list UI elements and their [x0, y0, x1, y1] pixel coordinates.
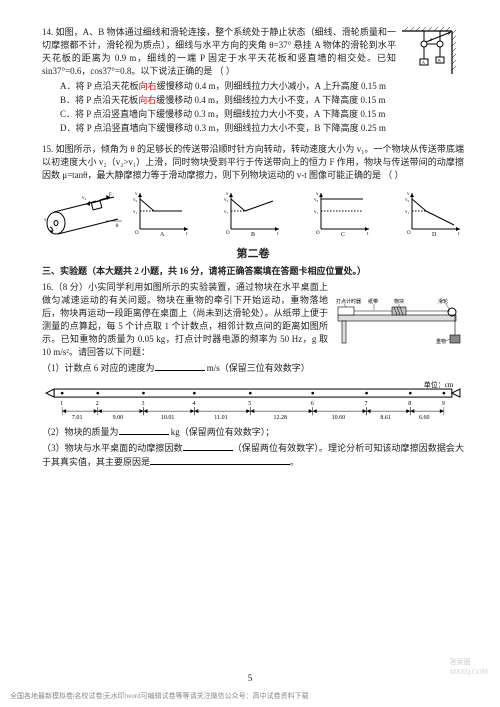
label-B: B [438, 58, 441, 63]
opt-B: B．将 P 点沿天花板向右缓慢移动 0.4 m，则细线拉力大小不变，A 下降高度… [60, 94, 464, 107]
svg-text:7: 7 [365, 401, 368, 407]
vt-graph-A: v₂ v₁ O t v A [132, 189, 192, 237]
q14-stem: 14. 如图，A、B 物体通过细线和滑轮连接，整个系统处于静止状态（细线、滑轮质… [42, 26, 464, 78]
blank-input[interactable] [150, 455, 290, 465]
svg-text:B: B [251, 232, 255, 237]
svg-text:8: 8 [408, 401, 411, 407]
svg-text:v₂: v₂ [133, 198, 138, 203]
svg-text:v: v [407, 192, 410, 197]
svg-text:v₁: v₁ [314, 210, 319, 215]
question-14: A B P θ 14. 如图，A、B 物体通过细线和滑轮连接，整个系统处于静止状… [42, 26, 464, 135]
watermark: 答案圈MXEQ.COM [450, 657, 488, 677]
svg-text:10.01: 10.01 [161, 415, 175, 421]
svg-text:F: F [109, 193, 112, 198]
svg-text:打点计时器: 打点计时器 [336, 298, 361, 305]
footer-bar: 全国各地最新模拟卷|名校试卷|无水印|word可编辑试卷等等请关注微信公众号：高… [0, 691, 500, 701]
svg-text:1: 1 [60, 401, 63, 407]
svg-text:v: v [226, 192, 229, 197]
vt-graph-B: v₂ v₁ O t v B [223, 189, 283, 237]
label-theta: θ [430, 37, 432, 42]
svg-text:O: O [407, 231, 411, 236]
q15-figure: v₂ F v₁ θ [42, 191, 124, 239]
svg-text:v₁: v₁ [44, 218, 49, 223]
question-15: 15. 如图所示，倾角为 θ 的足够长的传送带沿顺时针方向转动，转动速度大小为 … [42, 143, 464, 238]
svg-text:v₁: v₁ [405, 210, 410, 215]
svg-text:v₁: v₁ [224, 210, 229, 215]
svg-text:O: O [316, 231, 320, 236]
part2-title: 第二卷 [42, 247, 464, 263]
svg-text:A: A [160, 232, 165, 237]
question-16: 打点计时器 纸带 物块 滑轮 重物 16.（8 分）小实同学利用如图所示的实验装… [42, 281, 464, 470]
q14-options: A．将 P 点沿天花板向右缓慢移动 0.4 m，则细线拉力大小减小，A 上升高度… [60, 80, 464, 135]
svg-text:t: t [277, 232, 279, 237]
svg-text:v: v [135, 192, 138, 197]
blank-input[interactable] [183, 441, 233, 451]
svg-text:D: D [432, 232, 437, 237]
svg-text:t: t [186, 232, 188, 237]
svg-text:9: 9 [442, 401, 445, 407]
vt-graph-D: v₂ v₁ O t v D [404, 189, 464, 237]
svg-text:9.00: 9.00 [113, 415, 124, 421]
page-number: 5 [0, 672, 500, 685]
svg-text:v₁: v₁ [133, 210, 138, 215]
svg-text:t: t [367, 232, 369, 237]
opt-A: A．将 P 点沿天花板向右缓慢移动 0.4 m，则细线拉力大小减小，A 上升高度… [60, 80, 464, 93]
ruler-figure: 单位：cm 1 2 3 4 5 6 7 8 9 7.01 9.00 10.01 11.01 12.28 1… [42, 379, 464, 421]
svg-text:C: C [341, 232, 345, 237]
svg-text:O: O [135, 231, 139, 236]
opt-D: D．将 P 点沿竖直墙向下缓慢移动 0.3 m，则细线拉力大小不变，B 下降高度… [60, 122, 464, 135]
svg-text:5: 5 [248, 401, 251, 407]
svg-text:θ: θ [116, 224, 119, 229]
opt-C: C．将 P 点沿竖直墙向下缓慢移动 0.3 m，则细线拉力大小不变，A 下降高度… [60, 108, 464, 121]
svg-text:t: t [458, 232, 460, 237]
blank-input[interactable] [155, 361, 205, 371]
svg-text:11.01: 11.01 [214, 415, 227, 421]
svg-text:纸带: 纸带 [368, 298, 378, 305]
svg-text:v₂: v₂ [224, 198, 229, 203]
svg-text:v₂: v₂ [314, 198, 319, 203]
q14-figure: A B P θ [402, 26, 464, 74]
footer-left: 全国各地最新模拟卷|名校试卷|无水印|word可编辑试卷等等请关注微信公众号：高… [10, 691, 309, 701]
q16-sub2: （2）物块的质量为 kg（保留两位有效数字）； [42, 425, 464, 439]
q16-apparatus-figure: 打点计时器 纸带 物块 滑轮 重物 [334, 281, 464, 351]
svg-text:2: 2 [96, 401, 99, 407]
blank-input[interactable] [119, 425, 169, 435]
svg-text:7.01: 7.01 [72, 415, 83, 421]
svg-text:6.60: 6.60 [419, 415, 430, 421]
q15-stem: 15. 如图所示，倾角为 θ 的足够长的传送带沿顺时针方向转动，转动速度大小为 … [42, 143, 464, 182]
svg-text:12.28: 12.28 [273, 415, 287, 421]
section3-title: 三、实验题（本大题共 2 小题，共 16 分，请将正确答案填在答题卡相应位置处。… [42, 265, 464, 278]
svg-text:3: 3 [141, 401, 144, 407]
svg-text:滑轮: 滑轮 [438, 298, 448, 305]
svg-text:8.61: 8.61 [380, 415, 391, 421]
red-text: 向右 [138, 95, 156, 105]
svg-text:v: v [316, 192, 319, 197]
svg-text:v₂: v₂ [82, 196, 87, 201]
svg-text:v₂: v₂ [405, 198, 410, 203]
svg-text:O: O [226, 231, 230, 236]
svg-text:物块: 物块 [394, 298, 404, 305]
svg-text:6: 6 [311, 401, 314, 407]
svg-text:4: 4 [192, 401, 195, 407]
vt-graph-C: v₂ v₁ O t v C [313, 189, 373, 237]
q16-sub1: （1）计数点 6 对应的速度为 m/s（保留三位有效数字） [42, 361, 464, 375]
svg-text:重物: 重物 [436, 338, 446, 345]
red-text: 向右 [139, 81, 157, 91]
q16-sub3: （3）物块与水平桌面的动摩擦因数（保留两位有效数字）。理论分析可知该动摩擦因数据… [42, 441, 464, 469]
svg-text:10.60: 10.60 [332, 415, 346, 421]
svg-text:单位：cm: 单位：cm [424, 380, 454, 389]
label-A: A [422, 60, 425, 65]
